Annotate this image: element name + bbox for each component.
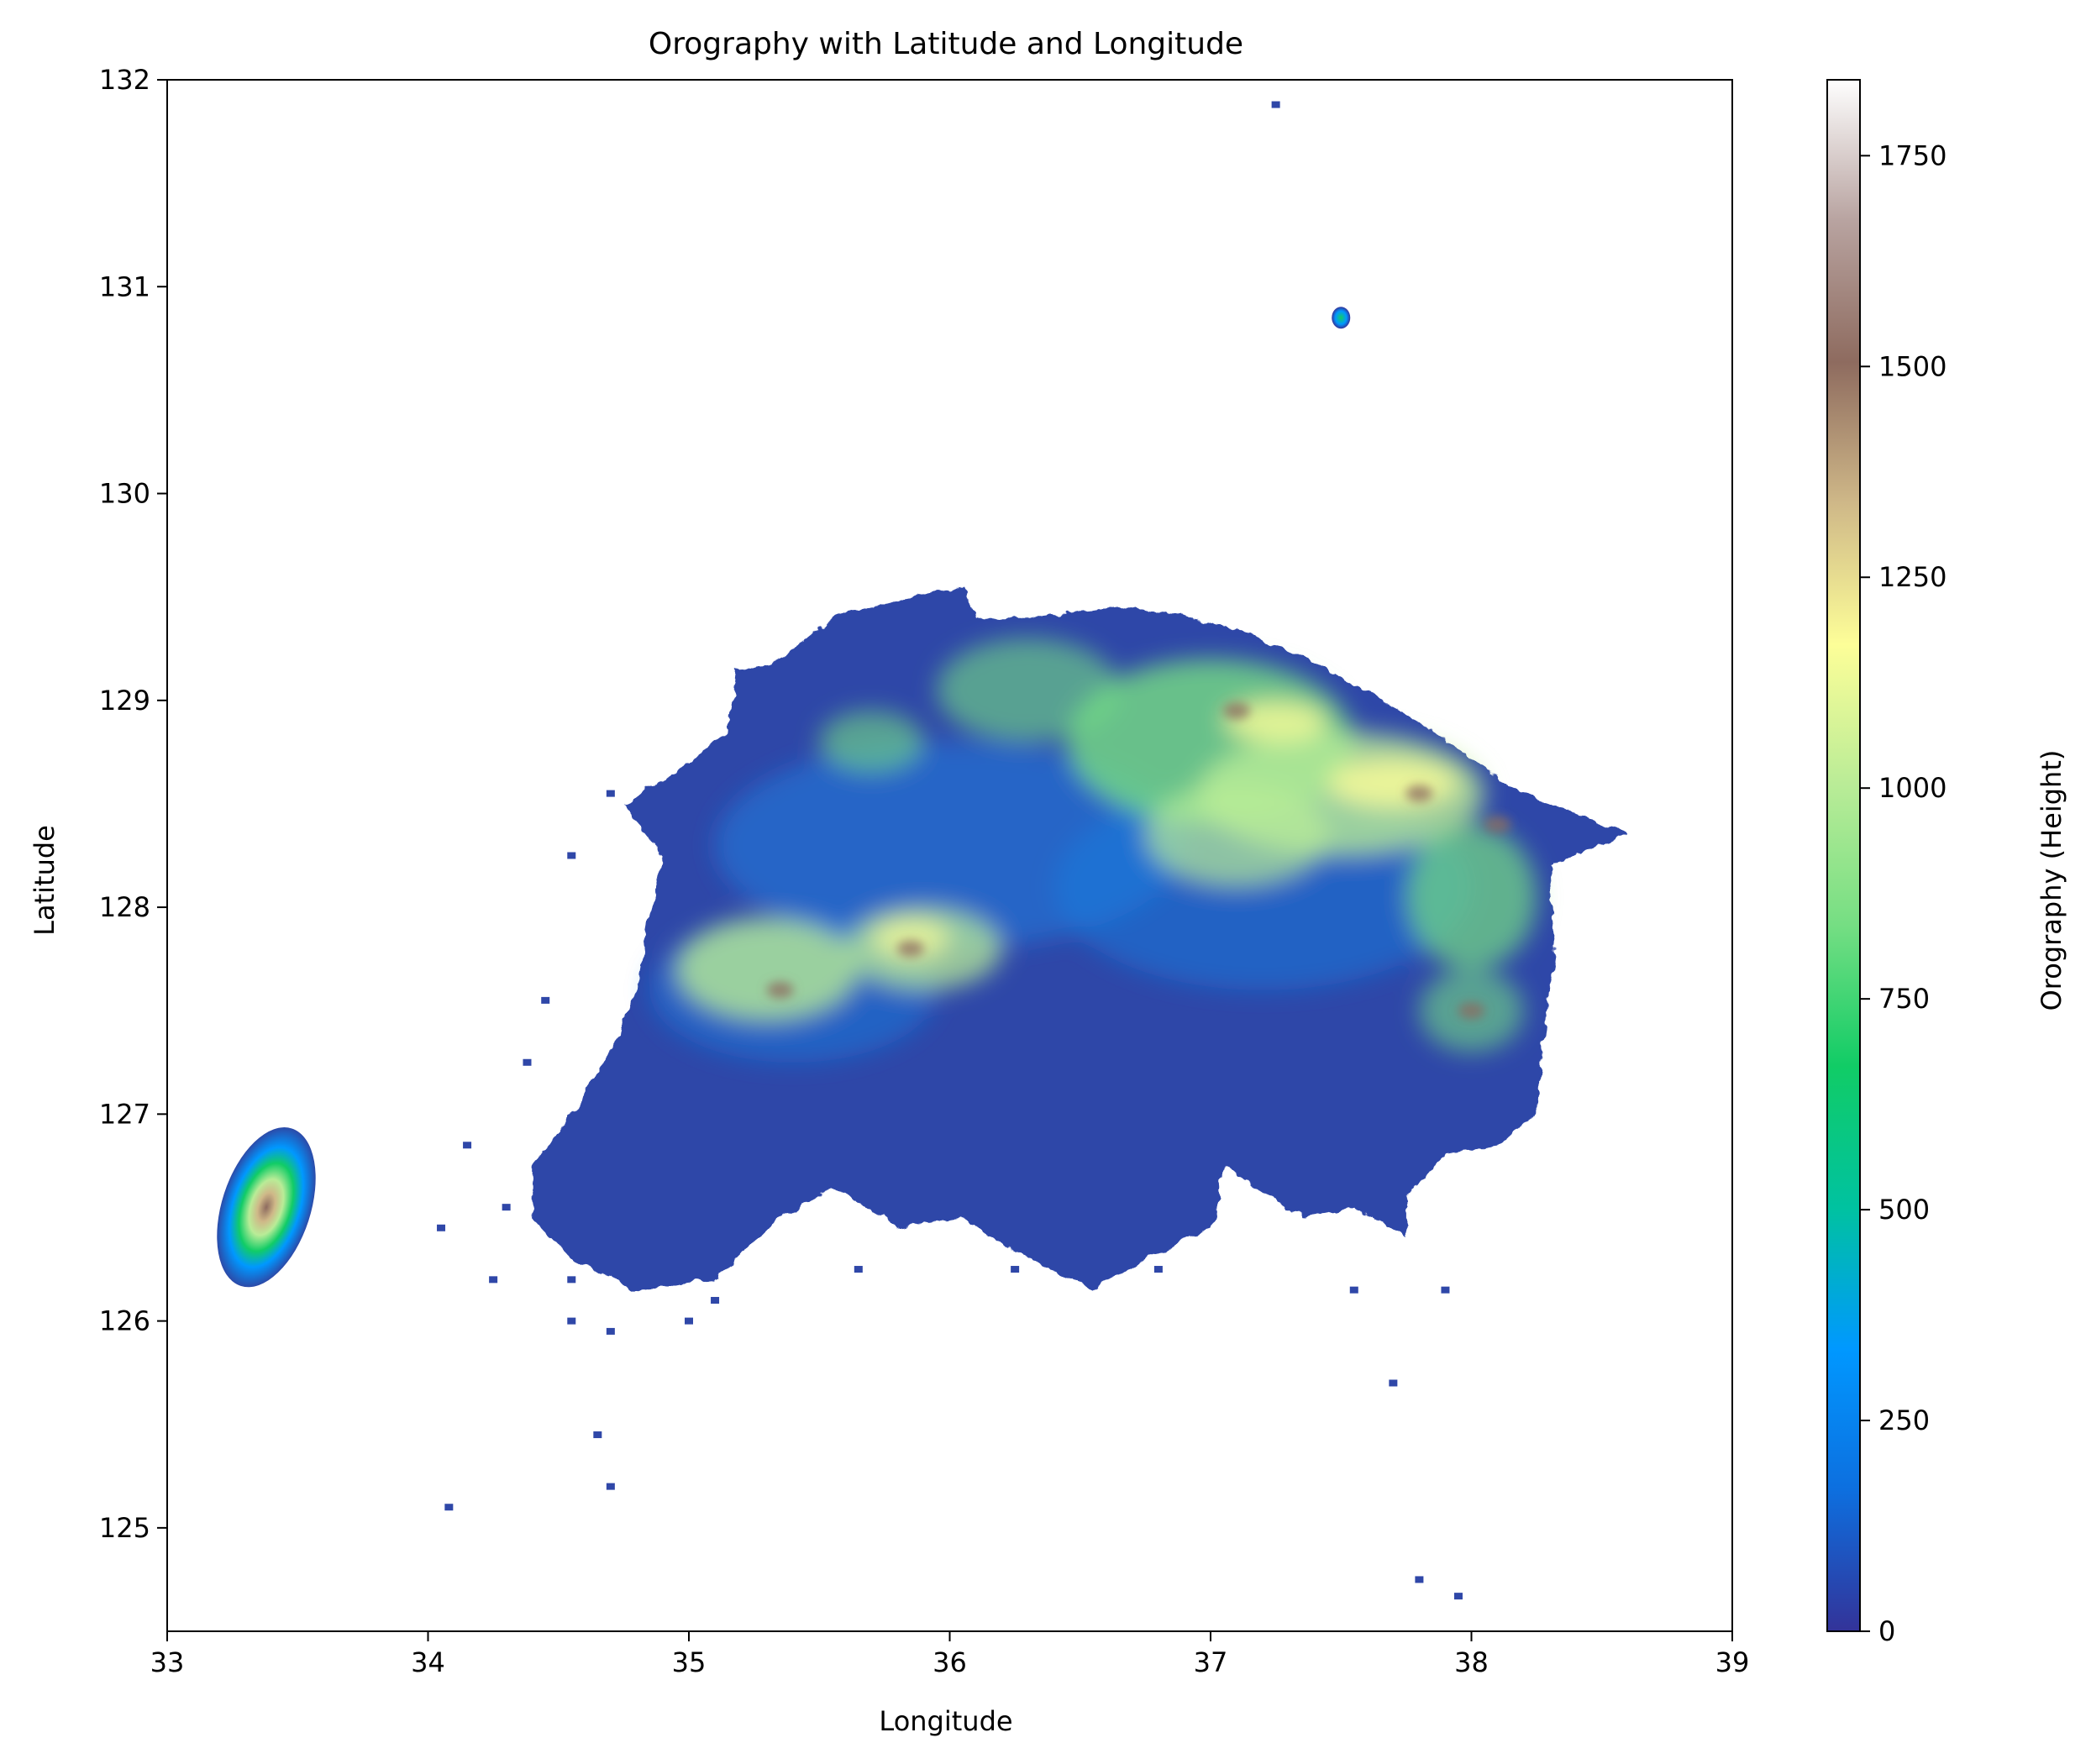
islet <box>502 1204 511 1211</box>
islet <box>1389 1379 1398 1387</box>
elevation-patch <box>871 917 950 959</box>
colorbar-label: Orography (Height) <box>2036 750 2067 1011</box>
peak-patch <box>1223 702 1251 720</box>
x-tick-label: 35 <box>672 1646 707 1678</box>
elevation-patch <box>936 638 1120 743</box>
y-tick-label: 131 <box>99 270 150 302</box>
y-tick-label: 129 <box>99 685 150 717</box>
plot-area: 33 34 35 36 37 38 39 125 126 127 128 129 130 131 132 <box>99 64 1749 1678</box>
elevation-patch <box>1327 758 1458 808</box>
peak-patch <box>1484 816 1511 833</box>
islet <box>1011 1266 1020 1273</box>
islet <box>567 852 576 859</box>
islet <box>685 1317 693 1325</box>
islet <box>541 996 550 1004</box>
x-tick-label: 33 <box>150 1646 185 1678</box>
x-tick-label: 38 <box>1454 1646 1489 1678</box>
elevation-patch <box>675 917 859 1021</box>
chart-title: Orography with Latitude and Longitude <box>649 27 1243 61</box>
islet <box>606 1483 615 1490</box>
islet <box>523 1058 532 1066</box>
y-tick-label: 130 <box>99 478 150 510</box>
elevation-patch <box>819 711 924 773</box>
islet <box>437 1224 446 1231</box>
x-tick-label: 39 <box>1715 1646 1750 1678</box>
y-tick-label: 128 <box>99 891 150 923</box>
peak-shading <box>766 702 1511 1020</box>
southwest-island <box>217 1127 316 1288</box>
colorbar-tick-label: 0 <box>1878 1615 1895 1647</box>
colorbar-tick-label: 250 <box>1878 1404 1930 1436</box>
islet <box>1349 1286 1358 1294</box>
islet <box>1441 1286 1450 1294</box>
islet <box>1153 1266 1163 1273</box>
islet <box>606 1327 615 1335</box>
islet <box>1415 1576 1424 1583</box>
y-axis-label: Latitude <box>29 825 60 936</box>
x-tick-label: 34 <box>411 1646 445 1678</box>
islet <box>463 1142 472 1149</box>
islet <box>606 790 615 797</box>
x-axis-label: Longitude <box>879 1705 1012 1737</box>
y-axis-ticks: 125 126 127 128 129 130 131 132 <box>99 64 167 1544</box>
islet <box>593 1431 602 1439</box>
elevation-patch <box>1145 783 1328 887</box>
colorbar: 0 250 500 750 1000 1250 1500 1750 Orography (He… <box>1826 79 2067 1647</box>
y-tick-label: 127 <box>99 1098 150 1130</box>
peak-patch <box>1458 1002 1485 1020</box>
x-tick-label: 37 <box>1194 1646 1228 1678</box>
peak-patch <box>766 981 794 999</box>
x-tick-label: 36 <box>933 1646 967 1678</box>
colorbar-tick-label: 1250 <box>1878 561 1947 593</box>
islet <box>1271 101 1280 108</box>
islet <box>567 1276 576 1284</box>
colorbar-tick-label: 1750 <box>1878 139 1947 171</box>
y-tick-label: 125 <box>99 1512 150 1544</box>
y-tick-label: 132 <box>99 64 150 96</box>
islet <box>711 1296 720 1304</box>
colorbar-ticks: 0 250 500 750 1000 1250 1500 1750 <box>1860 139 1947 1647</box>
islet <box>489 1276 498 1284</box>
orography-heatmap <box>217 101 1628 1600</box>
elevation-patch <box>1405 824 1537 969</box>
peak-patch <box>1405 785 1433 802</box>
islet <box>854 1266 863 1273</box>
colorbar-tick-label: 1500 <box>1878 350 1947 382</box>
colorbar-tick-label: 750 <box>1878 983 1930 1015</box>
islet <box>1453 1593 1463 1600</box>
peak-patch <box>896 940 924 958</box>
northeast-islet <box>1332 307 1351 329</box>
x-axis-ticks: 33 34 35 36 37 38 39 <box>150 1631 1750 1678</box>
colorbar-frame <box>1826 79 1861 1632</box>
islet <box>567 1317 576 1325</box>
y-tick-label: 126 <box>99 1305 150 1337</box>
islet <box>444 1504 454 1511</box>
colorbar-gradient <box>1827 80 1860 1631</box>
colorbar-tick-label: 1000 <box>1878 772 1947 804</box>
colorbar-tick-label: 500 <box>1878 1194 1930 1226</box>
